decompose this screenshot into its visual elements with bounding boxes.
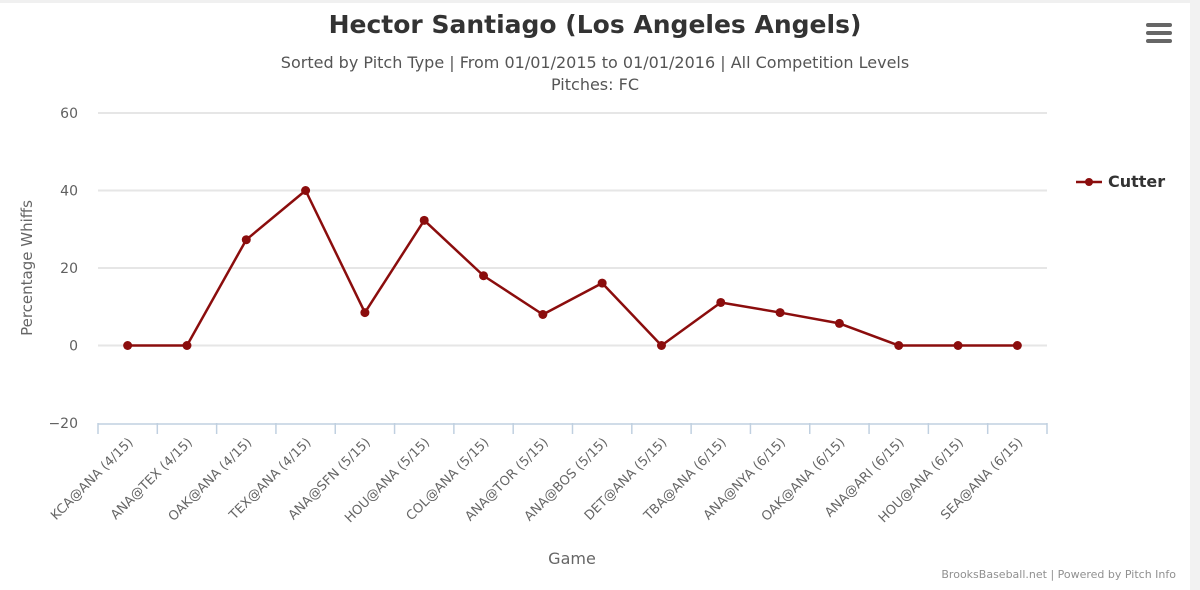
chart-title: Hector Santiago (Los Angeles Angels) xyxy=(328,10,862,39)
subtitle-line-2: Pitches: FC xyxy=(551,75,639,94)
data-point[interactable] xyxy=(360,308,370,318)
data-point[interactable] xyxy=(894,341,904,350)
hamburger-menu-icon[interactable] xyxy=(1146,23,1172,45)
data-point[interactable] xyxy=(182,341,192,350)
data-point[interactable] xyxy=(597,278,607,288)
credits-link[interactable]: BrooksBaseball.net | Powered by Pitch In… xyxy=(941,568,1176,581)
series-line-cutter[interactable] xyxy=(127,189,1018,347)
page-edge xyxy=(1190,0,1200,590)
data-point[interactable] xyxy=(479,271,489,281)
data-point[interactable] xyxy=(716,297,726,307)
data-point[interactable] xyxy=(241,235,251,245)
data-point[interactable] xyxy=(953,341,963,350)
chart-subtitle: Sorted by Pitch Type | From 01/01/2015 t… xyxy=(0,52,1190,96)
data-point[interactable] xyxy=(1012,341,1022,350)
data-point[interactable] xyxy=(656,341,666,350)
y-tick-label: 60 xyxy=(60,106,78,122)
data-point[interactable] xyxy=(123,341,133,350)
data-point[interactable] xyxy=(538,310,548,319)
data-point[interactable] xyxy=(419,215,429,225)
y-tick-label: −20 xyxy=(48,416,78,432)
legend-line-marker-icon xyxy=(1076,177,1102,186)
x-axis-title: Game xyxy=(548,549,596,568)
data-point[interactable] xyxy=(834,318,844,328)
y-axis-title: Percentage Whiffs xyxy=(18,200,36,336)
y-tick-label: 0 xyxy=(69,339,78,355)
legend-item-cutter[interactable]: Cutter xyxy=(1076,172,1165,191)
data-point[interactable] xyxy=(301,186,311,195)
legend-label: Cutter xyxy=(1108,172,1166,191)
subtitle-line-1: Sorted by Pitch Type | From 01/01/2015 t… xyxy=(280,53,910,72)
data-point[interactable] xyxy=(775,308,785,318)
y-tick-label: 40 xyxy=(60,184,78,200)
y-tick-label: 20 xyxy=(60,261,78,277)
